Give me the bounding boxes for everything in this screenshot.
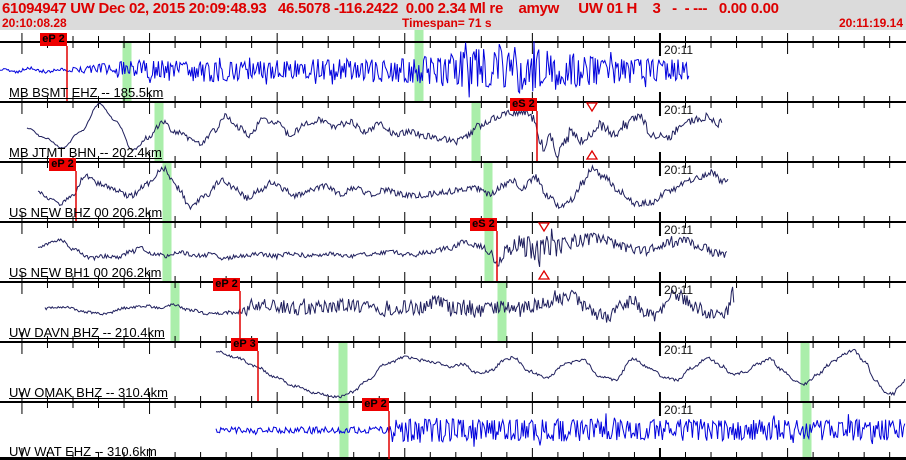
channel-row[interactable]: eP 3 20:11 UW OMAK BHZ -- 310.4km xyxy=(0,338,906,403)
pick-highlight-band xyxy=(338,341,348,401)
minute-label: 20:11 xyxy=(663,223,694,237)
pick-highlight-band xyxy=(170,281,180,341)
pick-flag[interactable]: eP 2 xyxy=(49,158,76,171)
pick-highlight-band xyxy=(497,281,507,341)
channel-row[interactable]: eS 2 20:11 US NEW BH1 00 206.2km xyxy=(0,218,906,283)
waveform-trace xyxy=(26,102,723,159)
channel-row[interactable]: eP 2 20:11 UW DAVN BHZ -- 210.4km xyxy=(0,278,906,343)
waveform-canvas[interactable] xyxy=(0,161,906,223)
pick-flag[interactable]: eP 2 xyxy=(40,33,67,46)
pick-flag[interactable]: eP 2 xyxy=(213,278,240,291)
pick-highlight-band xyxy=(154,101,164,161)
minute-label: 20:11 xyxy=(663,343,694,357)
window-end-time: 20:11:19.14 xyxy=(838,16,903,30)
channel-label: US NEW BH1 00 206.2km xyxy=(9,265,162,280)
tick-strip-canvas xyxy=(21,30,891,41)
channel-row[interactable]: eP 2 20:11 MB BSMT EHZ -- 185.5km xyxy=(0,33,906,103)
channel-label: MB BSMT EHZ -- 185.5km xyxy=(9,85,164,100)
pick-highlight-band xyxy=(162,161,172,221)
channel-row[interactable]: eS 2 20:11 MB JTMT BHN -- 202.4km xyxy=(0,98,906,163)
pick-highlight-band xyxy=(122,41,132,101)
pick-flag[interactable]: eS 2 xyxy=(510,98,537,111)
waveform-canvas[interactable] xyxy=(0,341,906,403)
waveform-trace xyxy=(215,413,906,447)
channel-row[interactable]: eP 2 20:11 US NEW BHZ 00 206.2km xyxy=(0,158,906,223)
minute-label: 20:11 xyxy=(663,163,694,177)
minute-label: 20:11 xyxy=(663,283,694,297)
range-marker-icon xyxy=(537,222,551,233)
waveform-canvas[interactable] xyxy=(0,41,906,103)
channel-label: MB JTMT BHN -- 202.4km xyxy=(9,145,162,160)
pick-flag[interactable]: eP 3 xyxy=(231,338,258,351)
timespan-label: Timespan= 71 s xyxy=(402,16,492,30)
waveform-trace xyxy=(215,348,906,399)
waveform-trace xyxy=(37,228,728,267)
channel-label: UW WAT EHZ -- 310.6km xyxy=(9,444,157,459)
event-summary: 61094947 UW Dec 02, 2015 20:09:48.93 46.… xyxy=(2,0,779,17)
pick-highlight-band xyxy=(162,221,172,281)
pick-highlight-band xyxy=(483,161,493,221)
range-marker-icon xyxy=(537,269,551,280)
waveform-canvas[interactable] xyxy=(0,401,906,460)
pick-highlight-band xyxy=(339,401,349,460)
minute-label: 20:11 xyxy=(663,403,694,417)
waveform-canvas[interactable] xyxy=(0,221,906,283)
channel-list: eP 2 20:11 MB BSMT EHZ -- 185.5km eS 2 20:11… xyxy=(0,33,906,460)
range-marker-icon xyxy=(585,149,599,160)
minute-label: 20:11 xyxy=(663,43,694,57)
minute-label: 20:11 xyxy=(663,103,694,117)
waveform-canvas[interactable] xyxy=(0,101,906,163)
channel-label: UW OMAK BHZ -- 310.4km xyxy=(9,385,168,400)
channel-row[interactable]: eP 2 20:11 UW WAT EHZ -- 310.6km xyxy=(0,398,906,460)
window-start-time: 20:10:08.28 xyxy=(2,16,67,30)
header: 61094947 UW Dec 02, 2015 20:09:48.93 46.… xyxy=(0,0,906,30)
tick-strip xyxy=(0,30,906,41)
range-marker-icon xyxy=(585,102,599,113)
waveform-trace xyxy=(0,41,690,98)
pick-flag[interactable]: eP 2 xyxy=(362,398,389,411)
pick-flag[interactable]: eS 2 xyxy=(470,218,497,231)
time-window-bar: 20:10:08.28 Timespan= 71 s 20:11:19.14 xyxy=(0,17,906,30)
waveform-canvas[interactable] xyxy=(0,281,906,343)
pick-highlight-band xyxy=(471,101,481,161)
waveform-trace xyxy=(37,164,729,211)
channel-label: US NEW BHZ 00 206.2km xyxy=(9,205,163,220)
channel-label: UW DAVN BHZ -- 210.4km xyxy=(9,325,165,340)
pick-highlight-band xyxy=(800,341,810,401)
waveform-trace xyxy=(44,286,735,323)
pick-highlight-band xyxy=(484,221,494,281)
